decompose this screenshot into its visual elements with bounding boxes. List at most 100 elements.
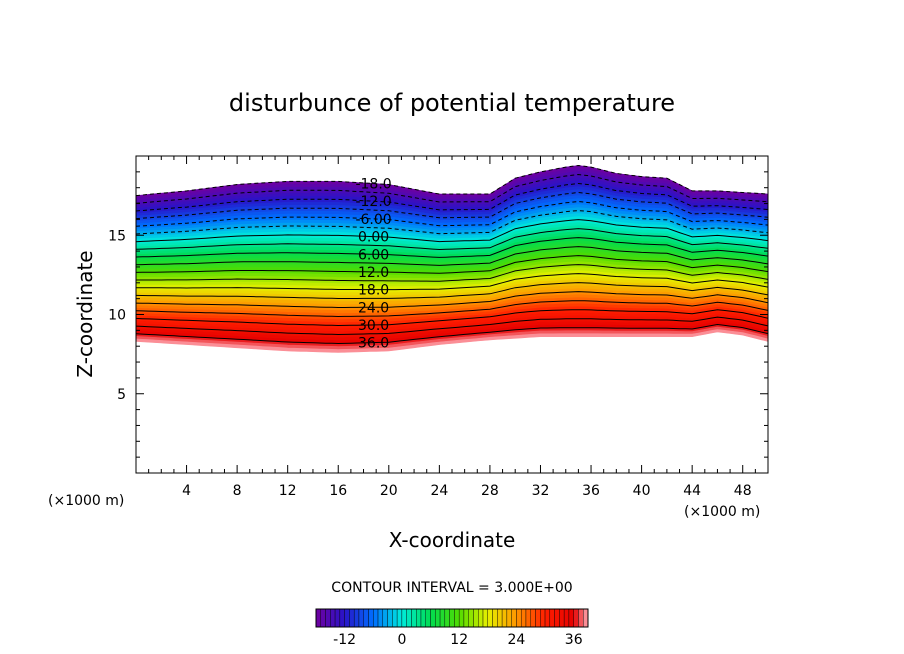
colorbar-tick-label: -12 <box>333 632 356 648</box>
colorbar-cell <box>315 608 321 628</box>
colorbar-cell <box>501 608 508 628</box>
contour-line <box>136 219 768 243</box>
colorbar-cell <box>353 608 360 628</box>
x-tick-label: 16 <box>329 483 347 499</box>
colorbar-cell <box>544 608 551 628</box>
colorbar-cell <box>573 608 579 628</box>
colorbar-cell <box>396 608 403 628</box>
colorbar-cell <box>520 608 527 628</box>
colorbar-cell <box>549 608 555 628</box>
x-tick-label: 44 <box>683 483 701 499</box>
colorbar <box>315 608 589 628</box>
colorbar-cell <box>416 608 422 628</box>
colorbar-cell <box>349 608 355 628</box>
contour-line <box>136 273 768 291</box>
colorbar-cell <box>454 608 460 628</box>
x-tick-label: 8 <box>233 483 242 499</box>
colorbar-cell <box>444 608 450 628</box>
colorbar-cell <box>425 608 431 628</box>
colorbar-tick-label: 12 <box>450 632 468 648</box>
colorbar-cell <box>358 608 364 628</box>
colorbar-cell <box>458 608 465 628</box>
y-tick-label: 15 <box>108 228 126 244</box>
contour-label: 6.00 <box>358 247 389 263</box>
x-tick-label: 24 <box>430 483 448 499</box>
colorbar-cell <box>568 608 574 628</box>
contour-line <box>136 182 768 212</box>
contour-label: 36.0 <box>358 336 389 352</box>
contour-lines <box>136 164 768 345</box>
colorbar-cell <box>583 608 589 628</box>
colorbar-tick-label: 36 <box>565 632 583 648</box>
colorbar-cell <box>478 608 484 628</box>
chart-title: disturbunce of potential temperature <box>229 89 675 117</box>
colorbar-frame <box>315 608 589 628</box>
contour-label: 12.0 <box>358 265 389 281</box>
colorbar-cell <box>473 608 479 628</box>
contour-interval-label: CONTOUR INTERVAL = 3.000E+00 <box>331 580 572 596</box>
contour-label: 0.00 <box>358 230 389 246</box>
x-tick-label: 48 <box>734 483 752 499</box>
colorbar-cell <box>420 608 426 628</box>
colorbar-cell <box>468 608 474 628</box>
x-tick-label: 20 <box>380 483 398 499</box>
field-band <box>136 329 768 353</box>
colorbar-cell <box>540 608 546 628</box>
contour-line <box>136 237 768 258</box>
contour-line <box>136 191 768 220</box>
colorbar-cell <box>344 608 350 628</box>
colorbar-cell <box>401 608 407 628</box>
x-tick-label: 40 <box>633 483 651 499</box>
x-unit-label: (×1000 m) <box>48 493 124 509</box>
x-tick-label: 36 <box>582 483 600 499</box>
colorbar-cell <box>339 608 345 628</box>
y-tick-label: 5 <box>117 387 126 403</box>
colorbar-cell <box>435 608 441 628</box>
y-unit-label: (×1000 m) <box>684 504 760 520</box>
colorbar-cell <box>411 608 417 628</box>
colorbar-cell <box>525 608 531 628</box>
contour-line <box>136 316 768 336</box>
colorbar-ticks: -12 0 12 24 36 <box>333 632 583 648</box>
colorbar-cell <box>392 608 398 628</box>
colorbar-cell <box>363 608 369 628</box>
colorbar-cell <box>511 608 517 628</box>
x-tick-label: 28 <box>481 483 499 499</box>
colorbar-cell <box>506 608 512 628</box>
colorbar-cell <box>516 608 522 628</box>
colorbar-cell <box>382 608 388 628</box>
y-tick-label: 10 <box>108 308 126 324</box>
colorbar-cell <box>430 608 436 628</box>
y-axis-ticks: 5 10 15 <box>108 171 768 458</box>
contour-line <box>136 323 768 345</box>
contour-line <box>136 210 768 235</box>
colorbar-cell <box>497 608 503 628</box>
x-axis-label: X-coordinate <box>389 528 516 552</box>
x-tick-label: 32 <box>532 483 550 499</box>
contour-label: -18.0 <box>355 177 391 193</box>
colorbar-cell <box>578 608 584 628</box>
y-axis-label: Z-coordinate <box>73 250 97 377</box>
colorbar-cell <box>530 608 536 628</box>
contour-line <box>136 255 768 274</box>
colorbar-cell <box>368 608 374 628</box>
colorbar-cell <box>535 608 541 628</box>
colorbar-cell <box>334 608 341 628</box>
colorbar-tick-label: 24 <box>507 632 525 648</box>
colorbar-cell <box>487 608 493 628</box>
colorbar-cell <box>559 608 565 628</box>
x-tick-label: 4 <box>182 483 191 499</box>
contour-line <box>136 300 768 318</box>
contour-line <box>136 282 768 299</box>
contour-line <box>136 173 768 204</box>
colorbar-cell <box>554 608 560 628</box>
colorbar-tick-label: 0 <box>397 632 406 648</box>
colorbar-cell <box>377 608 384 628</box>
colorbar-cell <box>325 608 331 628</box>
colorbar-cell <box>449 608 455 628</box>
colorbar-cell <box>482 608 488 628</box>
contour-line <box>136 246 768 266</box>
colorbar-cell <box>563 608 570 628</box>
contour-label: 30.0 <box>358 318 389 334</box>
contour-label: 18.0 <box>358 283 389 299</box>
